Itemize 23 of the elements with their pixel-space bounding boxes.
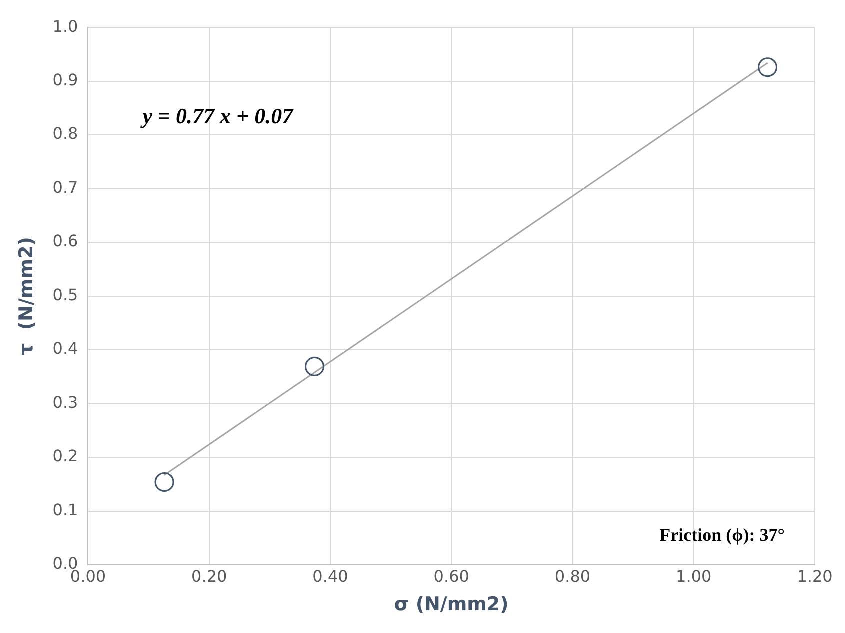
y-tick-label: 0.1 [52, 500, 78, 520]
x-tick-label: 1.00 [676, 566, 712, 586]
y-tick-label: 0.7 [52, 178, 78, 197]
y-tick-label: 0.4 [52, 339, 78, 358]
annotation: y = 0.77 x + 0.07 [140, 104, 294, 129]
y-tick-label: 0.6 [52, 232, 78, 251]
y-axis-title: τ (N/mm2) [15, 237, 38, 356]
point [758, 58, 778, 78]
y-tick-label: 1.0 [52, 16, 78, 36]
y-tick-label: 0.9 [52, 70, 78, 90]
x-tick-label: 0.80 [554, 566, 591, 586]
x-tick-label: 0.20 [192, 566, 228, 586]
x-tick-label: 1.20 [797, 566, 833, 586]
y-tick-label: 0.3 [52, 392, 78, 412]
x-tick-label: 0.60 [434, 566, 470, 586]
y-tick-label: 0.2 [52, 446, 78, 466]
y-tick-label: 0.5 [52, 285, 78, 304]
y-tick-label: 0.8 [52, 124, 78, 144]
annotation: Friction (ϕ): 37° [660, 525, 785, 546]
x-tick-label: 0.40 [312, 566, 348, 586]
point [154, 472, 174, 492]
x-axis-title: σ (N/mm2) [394, 594, 509, 616]
point [304, 356, 325, 376]
